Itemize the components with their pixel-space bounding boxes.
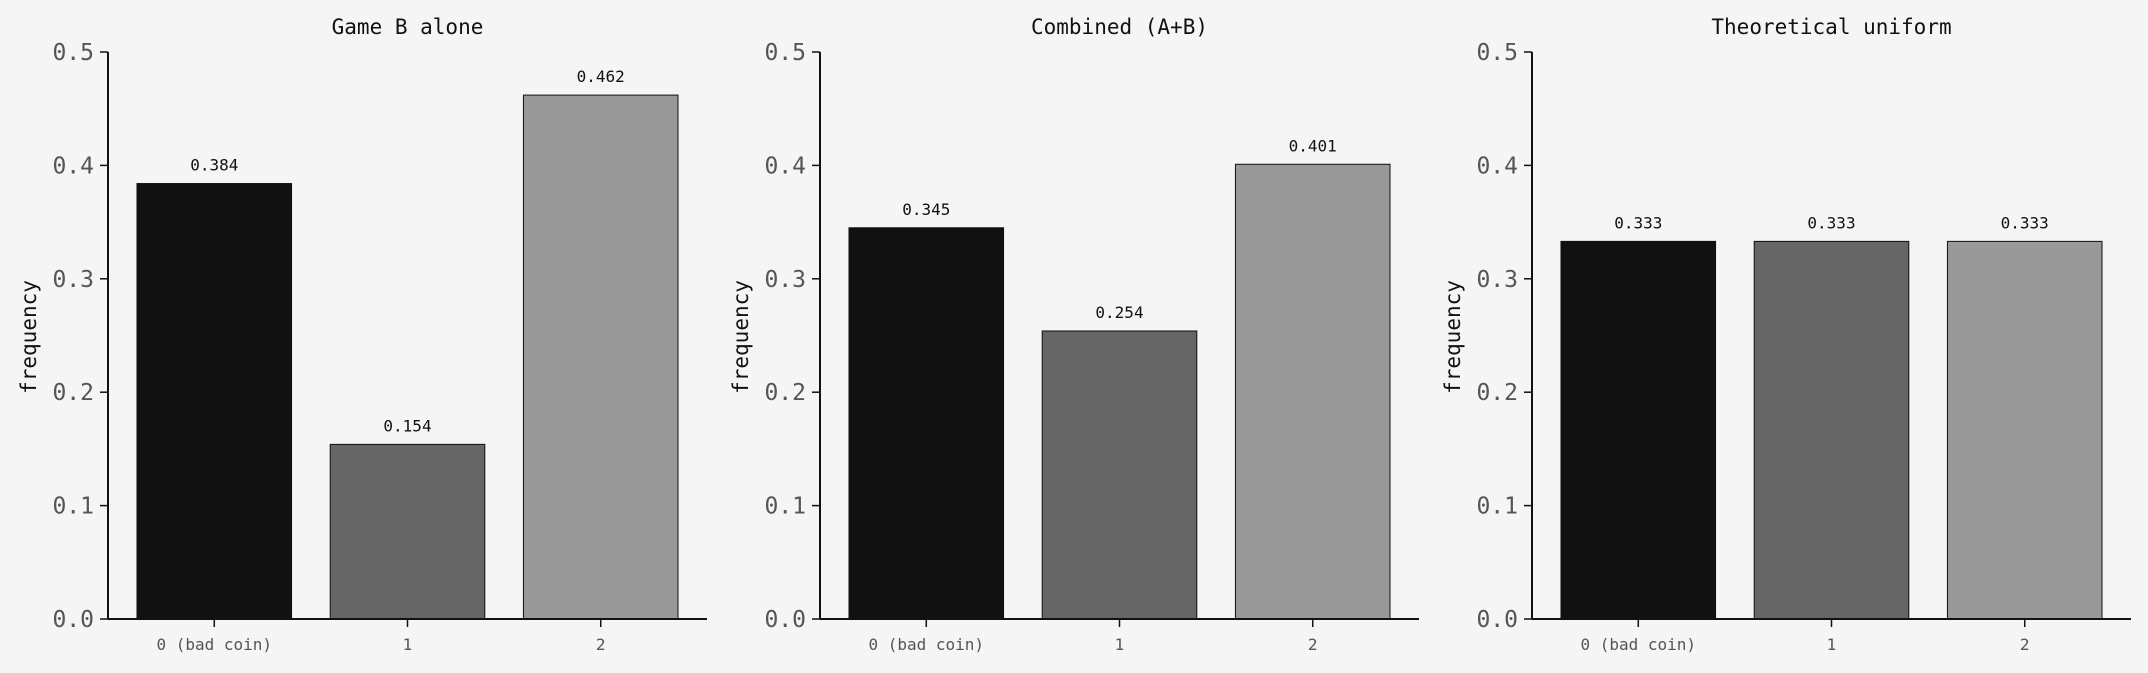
x-tick-label: 2 bbox=[2020, 635, 2030, 654]
bar-value-label: 0.333 bbox=[1807, 213, 1855, 232]
y-tick-label: 0.2 bbox=[52, 380, 94, 406]
bar-value-label: 0.154 bbox=[383, 416, 431, 435]
y-tick-label: 0.1 bbox=[52, 494, 94, 520]
y-tick-label: 0.5 bbox=[1476, 40, 1518, 66]
y-tick-label: 0.4 bbox=[1476, 153, 1518, 179]
bar bbox=[136, 183, 293, 620]
bar bbox=[1041, 330, 1198, 620]
bar-value-label: 0.333 bbox=[2001, 213, 2049, 232]
bar bbox=[329, 443, 486, 620]
chart-panel: Combined (A+B) frequency 0.345 0 (bad coin)… bbox=[729, 15, 1419, 654]
chart-title: Theoretical uniform bbox=[1711, 15, 1951, 39]
y-tick-label: 0.4 bbox=[764, 153, 806, 179]
x-tick-label: 1 bbox=[403, 635, 413, 654]
y-tick-label: 0.0 bbox=[52, 607, 94, 633]
y-tick-label: 0.3 bbox=[1476, 267, 1518, 293]
bar-value-label: 0.345 bbox=[902, 200, 950, 219]
chart-panel: Game B alone frequency 0.384 0 (bad coin) 0.… bbox=[17, 15, 707, 654]
bar bbox=[522, 94, 679, 620]
bar-value-label: 0.333 bbox=[1614, 213, 1662, 232]
y-tick-label: 0.4 bbox=[52, 153, 94, 179]
bar bbox=[1234, 163, 1391, 620]
chart-title: Game B alone bbox=[332, 15, 484, 39]
y-tick-label: 0.1 bbox=[764, 494, 806, 520]
x-tick-label: 1 bbox=[1115, 635, 1125, 654]
bar-value-label: 0.401 bbox=[1289, 136, 1337, 155]
x-tick-label: 1 bbox=[1827, 635, 1837, 654]
y-tick-label: 0.0 bbox=[764, 607, 806, 633]
x-tick-label: 0 (bad coin) bbox=[156, 635, 272, 654]
bar bbox=[1946, 240, 2103, 620]
y-tick-label: 0.5 bbox=[52, 40, 94, 66]
y-tick-label: 0.3 bbox=[764, 267, 806, 293]
x-tick-label: 2 bbox=[1308, 635, 1318, 654]
y-tick-label: 0.0 bbox=[1476, 607, 1518, 633]
y-tick-label: 0.3 bbox=[52, 267, 94, 293]
x-tick-label: 0 (bad coin) bbox=[1580, 635, 1696, 654]
bar bbox=[1560, 240, 1717, 620]
y-tick-label: 0.1 bbox=[1476, 494, 1518, 520]
x-tick-label: 0 (bad coin) bbox=[868, 635, 984, 654]
chart-panel: Theoretical uniform frequency 0.333 0 (bad … bbox=[1441, 15, 2131, 654]
y-tick-label: 0.2 bbox=[1476, 380, 1518, 406]
bar bbox=[1753, 240, 1910, 620]
bar bbox=[848, 227, 1005, 620]
bar-value-label: 0.462 bbox=[577, 67, 625, 86]
chart-title: Combined (A+B) bbox=[1031, 15, 1208, 39]
bar-value-label: 0.254 bbox=[1095, 303, 1143, 322]
y-axis-label: frequency bbox=[729, 280, 753, 394]
y-tick-label: 0.5 bbox=[764, 40, 806, 66]
y-tick-label: 0.2 bbox=[764, 380, 806, 406]
x-tick-label: 2 bbox=[596, 635, 606, 654]
y-axis-label: frequency bbox=[17, 280, 41, 394]
y-axis-label: frequency bbox=[1441, 280, 1465, 394]
bar-value-label: 0.384 bbox=[190, 156, 238, 175]
